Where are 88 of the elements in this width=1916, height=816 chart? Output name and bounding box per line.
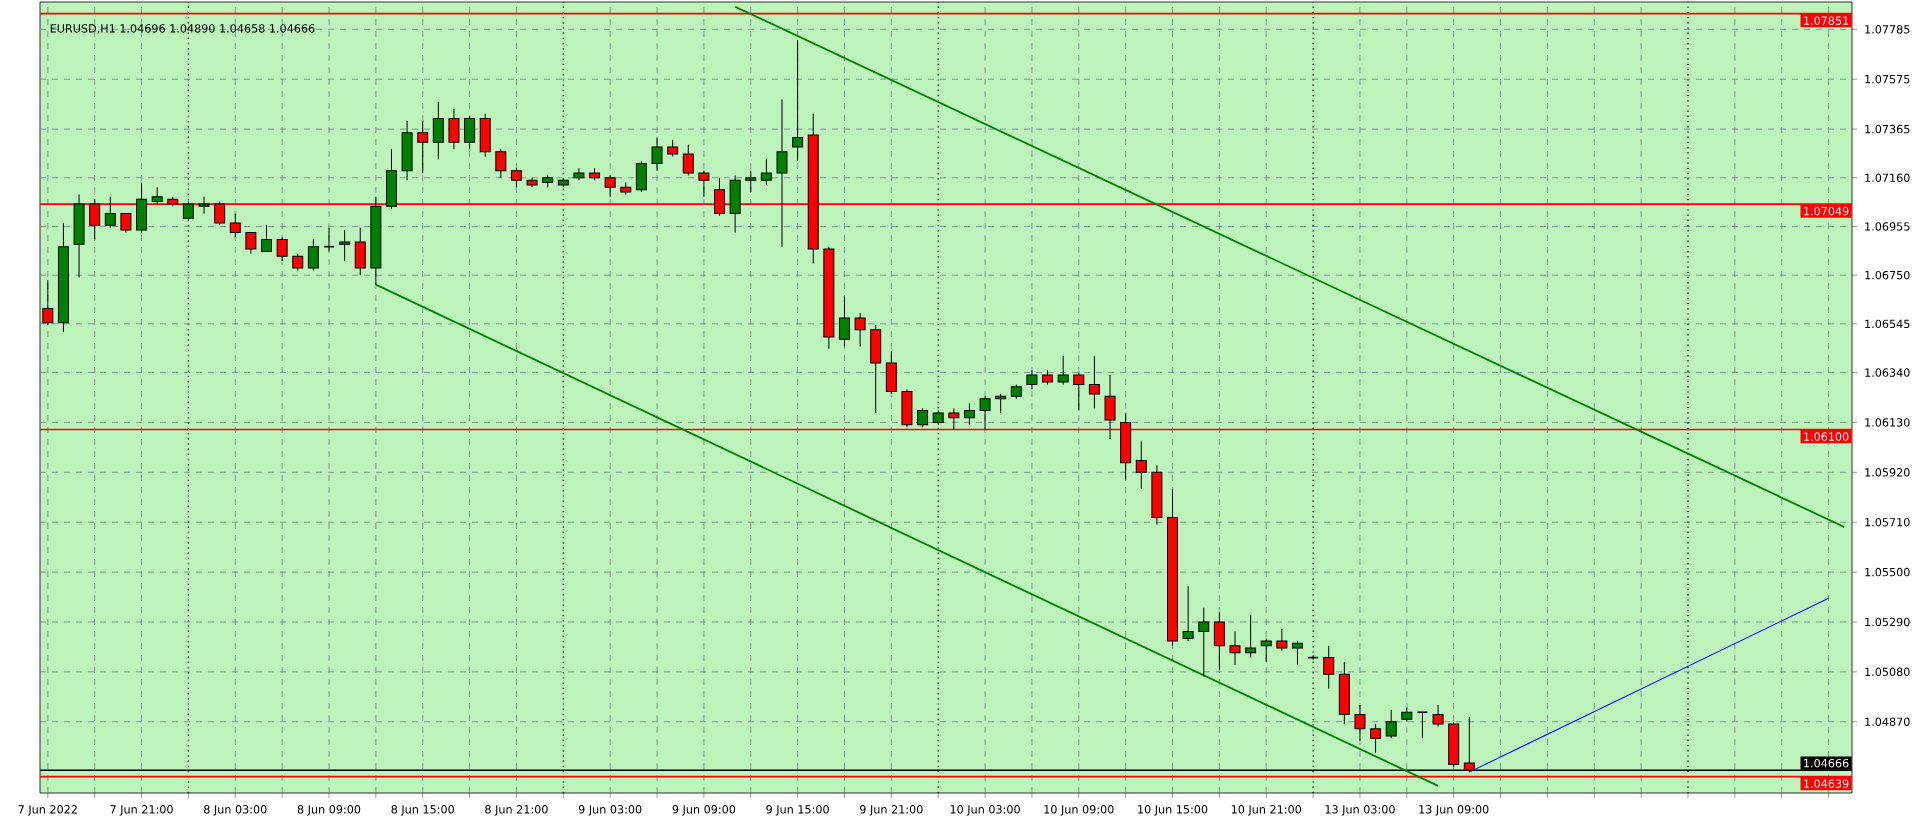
candlestick [1323, 645, 1335, 689]
y-tick-label: 1.06545 [1865, 319, 1910, 329]
x-tick-label: 8 Jun 03:00 [204, 805, 267, 816]
candlestick [448, 108, 460, 150]
ref-line-label: 1.07049 [1804, 206, 1849, 216]
y-tick-label: 1.05710 [1865, 517, 1910, 527]
candlestick [432, 101, 444, 160]
candlestick [261, 224, 273, 252]
y-tick-label: 1.05080 [1865, 667, 1910, 677]
candlestick [1073, 372, 1085, 412]
candlestick [838, 296, 850, 347]
x-tick-label: 9 Jun 21:00 [860, 805, 923, 816]
candlestick [104, 196, 116, 229]
candlestick [245, 231, 257, 255]
x-tick-label: 13 Jun 03:00 [1325, 805, 1395, 816]
candlestick [651, 136, 663, 172]
candlestick [417, 120, 429, 174]
candlestick [307, 239, 319, 271]
candlestick [745, 170, 757, 193]
x-tick-label: 7 Jun 21:00 [110, 805, 173, 816]
x-tick-label: 9 Jun 03:00 [578, 805, 642, 816]
y-tick-label: 1.07785 [1865, 25, 1910, 34]
candlestick [1026, 369, 1038, 390]
candlestick [1276, 628, 1288, 651]
x-tick-label: 10 Jun 15:00 [1138, 805, 1208, 816]
candlestick [42, 279, 54, 326]
candlestick [963, 402, 975, 426]
ref-line-label: 1.04639 [1804, 779, 1849, 788]
ref-line-label: 1.04666 [1804, 758, 1849, 768]
y-tick-label: 1.06340 [1865, 368, 1910, 377]
candlestick [573, 167, 585, 181]
candlestick [276, 236, 288, 262]
candlestick [1182, 585, 1194, 642]
x-tick-label: 10 Jun 09:00 [1044, 805, 1114, 816]
candlestick [1229, 630, 1241, 666]
text: EURUSD,H1 1.04696 1.04890 1.04658 1.04666 [50, 24, 315, 34]
candlestick [995, 393, 1007, 414]
candlestick [1260, 638, 1272, 663]
candlestick [1088, 355, 1100, 409]
x-tick-label: 7 Jun 2022 [18, 805, 77, 816]
candlestick [1416, 711, 1429, 739]
x-tick-label: 10 Jun 03:00 [950, 805, 1020, 816]
x-tick-label: 8 Jun 09:00 [297, 805, 361, 816]
candlestick [229, 212, 241, 238]
x-tick-label: 9 Jun 09:00 [672, 805, 736, 816]
candlestick [1291, 640, 1303, 666]
y-tick-label: 1.04870 [1865, 717, 1910, 726]
candlestick [495, 148, 507, 179]
candlestick [1245, 614, 1257, 659]
y-tick-label: 1.07365 [1865, 124, 1910, 134]
candlestick [1370, 723, 1382, 754]
candlestick [698, 170, 710, 198]
y-tick-label: 1.06130 [1865, 418, 1910, 427]
candlestick [1432, 704, 1444, 727]
candlestick [854, 312, 866, 347]
candlestick [1213, 611, 1225, 670]
candlestick [120, 212, 132, 233]
candlestick [776, 98, 788, 248]
y-tick-label: 1.07160 [1865, 173, 1910, 183]
candlestick [1198, 607, 1210, 678]
candlestick [198, 196, 210, 214]
candlestick [792, 39, 804, 162]
x-tick-label: 13 Jun 09:00 [1419, 805, 1489, 816]
y-tick-label: 1.07575 [1865, 74, 1910, 84]
candlestick [917, 407, 929, 428]
x-tick-label: 9 Jun 15:00 [766, 805, 829, 816]
x-tick-label: 8 Jun 21:00 [485, 805, 548, 816]
candlestick [604, 174, 616, 198]
candlestick [1385, 709, 1397, 739]
candlestick [464, 115, 476, 150]
y-tick-label: 1.05290 [1865, 617, 1910, 627]
y-tick-label: 1.06750 [1865, 270, 1910, 280]
x-tick-label: 10 Jun 21:00 [1231, 805, 1302, 816]
x-tick-label: 8 Jun 15:00 [391, 805, 454, 816]
y-tick-label: 1.05500 [1865, 567, 1910, 577]
candlestick [682, 144, 694, 176]
candlestick [339, 229, 351, 262]
candlestick [510, 167, 522, 188]
candlestick [1057, 355, 1069, 385]
candlestick [1135, 440, 1147, 490]
candlestick [979, 395, 991, 431]
ref-line-label: 1.07851 [1804, 16, 1849, 25]
candlestick [760, 158, 772, 186]
candlestick [1354, 704, 1366, 742]
y-tick-label: 1.05920 [1865, 468, 1910, 477]
ref-line-label: 1.06100 [1804, 432, 1849, 441]
candlestick [182, 201, 194, 222]
y-tick-label: 1.06955 [1865, 222, 1910, 231]
